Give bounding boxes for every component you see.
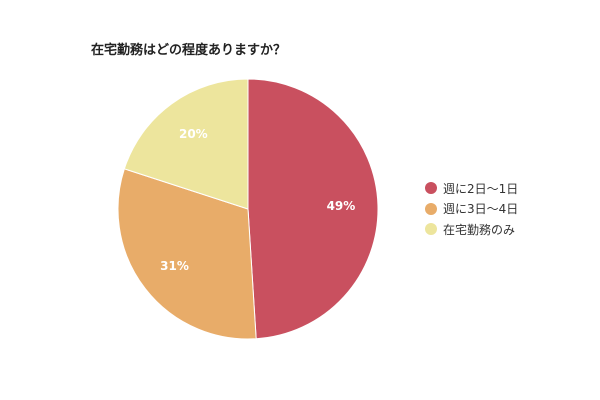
legend-swatch	[425, 202, 437, 215]
data-label: 49%	[327, 199, 356, 213]
pie-slice[interactable]	[247, 78, 379, 340]
legend-label: 在宅勤務のみ	[443, 222, 516, 237]
legend-swatch	[425, 223, 437, 236]
data-label: 20%	[179, 127, 208, 141]
pie-slice[interactable]	[117, 168, 257, 340]
legend-swatch	[425, 182, 437, 195]
legend-item[interactable]: 在宅勤務のみ	[425, 219, 518, 240]
pie-slice[interactable]	[123, 78, 249, 210]
chart-title: 在宅勤務はどの程度ありますか？	[91, 43, 287, 58]
legend-label: 週に2日〜1日	[443, 181, 519, 196]
data-label: 31%	[160, 259, 189, 273]
legend-item[interactable]: 週に2日〜1日	[425, 178, 518, 199]
legend-item[interactable]: 週に3日〜4日	[425, 199, 518, 220]
legend-label: 週に3日〜4日	[443, 202, 519, 217]
legend: 週に2日〜1日 週に3日〜4日 在宅勤務のみ	[425, 178, 518, 240]
